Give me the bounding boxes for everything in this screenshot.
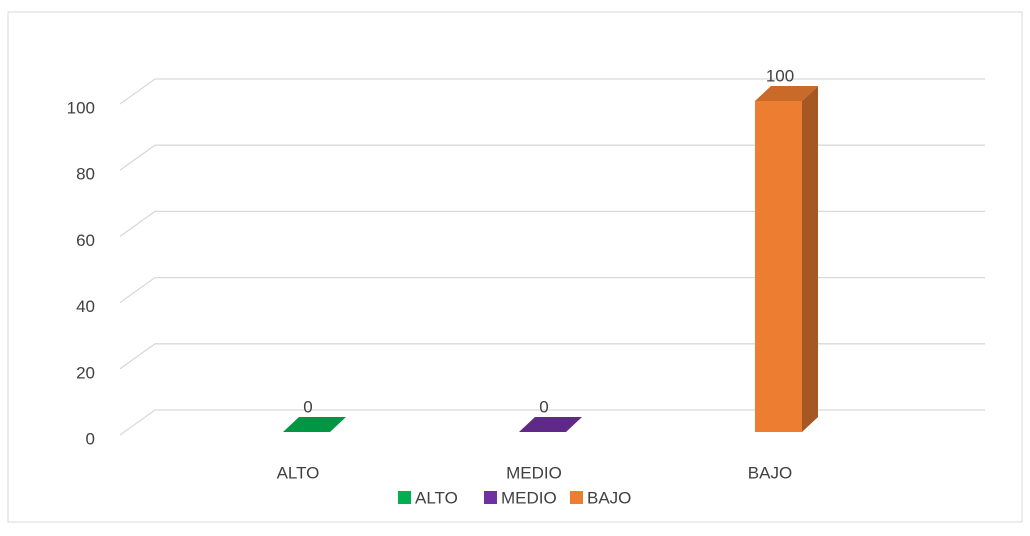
legend-swatch [484, 491, 497, 504]
data-label: 0 [539, 397, 548, 416]
x-tick-label: ALTO [277, 463, 320, 482]
bar-top [283, 417, 346, 432]
data-label: 100 [766, 66, 794, 85]
legend-label: BAJO [587, 488, 631, 507]
grid-line [119, 276, 985, 304]
grid-line [119, 210, 985, 237]
chart-frame [7, 11, 1023, 523]
bar-top [755, 86, 818, 101]
data-label: 0 [303, 397, 312, 416]
y-tick-label: 20 [76, 363, 95, 382]
y-tick-label: 80 [76, 165, 95, 184]
y-tick-label: 40 [76, 297, 95, 316]
legend-swatch [570, 491, 583, 504]
grid-line [119, 409, 985, 436]
x-tick-label: BAJO [748, 463, 792, 482]
grid-line [119, 78, 985, 105]
x-tick-label: MEDIO [506, 463, 562, 482]
bar [755, 101, 802, 432]
grid-line [119, 343, 985, 370]
y-tick-label: 100 [67, 98, 95, 117]
grid-line [119, 144, 985, 171]
bar-top [519, 417, 582, 432]
bar-side [802, 86, 818, 432]
y-tick-label: 0 [86, 429, 95, 448]
legend-label: MEDIO [501, 488, 557, 507]
legend-swatch [398, 491, 411, 504]
legend-label: ALTO [415, 488, 458, 507]
y-tick-label: 60 [76, 231, 95, 250]
